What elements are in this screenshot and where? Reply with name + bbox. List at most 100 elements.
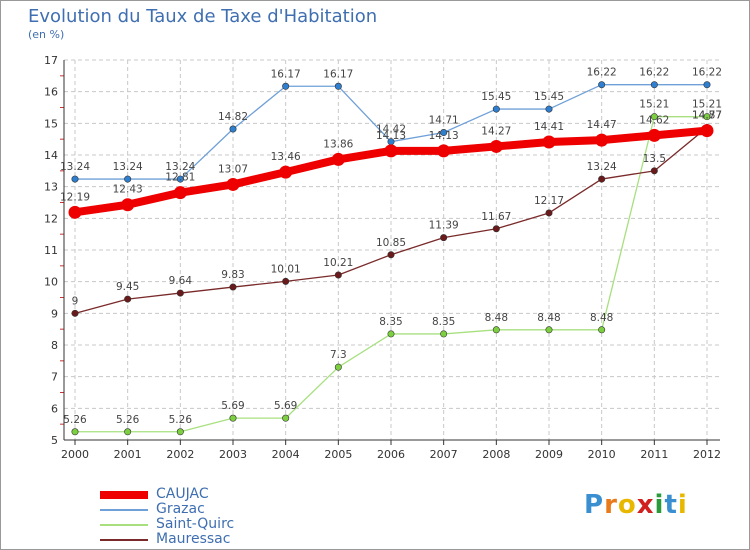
data-label: 9.64 (169, 275, 193, 287)
data-label: 13.86 (323, 138, 353, 150)
data-point (282, 414, 290, 422)
logo-letter: i (677, 490, 688, 520)
data-label: 14.13 (376, 130, 406, 142)
data-point (387, 330, 395, 338)
data-label: 16.22 (587, 67, 617, 79)
data-label: 12.17 (534, 195, 564, 207)
data-point (229, 283, 237, 291)
data-label: 15.21 (692, 99, 722, 111)
data-point (440, 234, 448, 242)
x-tick-label: 2000 (61, 448, 89, 461)
y-tick-label: 10 (44, 276, 58, 289)
data-label: 14.13 (429, 130, 459, 142)
data-label: 14.47 (587, 119, 617, 131)
legend-label: Saint-Quirc (156, 516, 235, 532)
data-point (492, 326, 500, 334)
data-point (173, 186, 187, 200)
logo-letter: t (664, 490, 678, 520)
data-point (700, 124, 714, 138)
logo-letter: x (636, 490, 655, 520)
y-tick-label: 5 (51, 434, 58, 447)
data-point (492, 105, 500, 113)
x-tick-label: 2004 (272, 448, 300, 461)
data-label: 15.21 (639, 99, 669, 111)
data-point (71, 175, 79, 183)
data-label: 5.69 (274, 400, 297, 412)
x-tick-label: 2008 (482, 448, 510, 461)
data-label: 14.41 (534, 121, 564, 133)
data-label: 9.83 (221, 269, 244, 281)
data-point (176, 289, 184, 297)
data-point (703, 81, 711, 89)
data-point (489, 139, 503, 153)
data-label: 5.26 (169, 414, 193, 426)
x-tick-label: 2001 (114, 448, 142, 461)
data-point (440, 129, 448, 137)
y-tick-label: 17 (44, 54, 58, 67)
data-label: 15.45 (481, 91, 511, 103)
legend-swatch (100, 524, 148, 526)
x-tick-label: 2012 (693, 448, 721, 461)
data-label: 11.67 (481, 211, 511, 223)
data-label: 5.26 (63, 414, 87, 426)
data-point (437, 144, 451, 158)
data-point (542, 135, 556, 149)
proxiti-logo: Proxiti (584, 490, 688, 520)
data-label: 14.87 (692, 109, 722, 121)
data-label: 11.39 (429, 220, 459, 232)
data-point (282, 277, 290, 285)
data-label: 16.22 (639, 67, 669, 79)
y-tick-label: 13 (44, 181, 58, 194)
data-point (226, 177, 240, 191)
data-label: 14.82 (218, 111, 248, 123)
data-label: 5.69 (221, 400, 244, 412)
x-tick-label: 2009 (535, 448, 563, 461)
data-label: 8.35 (432, 316, 455, 328)
data-label: 8.48 (537, 312, 560, 324)
data-label: 12.81 (165, 172, 195, 184)
data-point (598, 175, 606, 183)
chart-title: Evolution du Taux de Taxe d'Habitation (28, 6, 378, 27)
data-label: 14.42 (376, 124, 406, 136)
y-tick-label: 14 (44, 149, 58, 162)
data-point (545, 209, 553, 217)
data-point (545, 326, 553, 334)
data-point (647, 128, 661, 142)
data-label: 13.46 (271, 151, 301, 163)
legend-swatch (100, 509, 148, 511)
data-point (229, 125, 237, 133)
data-point (331, 152, 345, 166)
data-point (334, 271, 342, 279)
chart-subtitle: (en %) (28, 28, 65, 41)
data-label: 16.17 (271, 68, 301, 80)
x-tick-label: 2011 (640, 448, 668, 461)
data-label: 10.85 (376, 237, 406, 249)
data-label: 14.71 (429, 115, 459, 127)
data-label: 12.43 (113, 184, 143, 196)
data-point (492, 225, 500, 233)
data-point (68, 205, 82, 219)
data-label: 10.21 (323, 257, 353, 269)
y-tick-label: 7 (51, 371, 58, 384)
x-tick-label: 2010 (588, 448, 616, 461)
data-point (124, 428, 132, 436)
data-point (650, 113, 658, 121)
logo-letter: o (617, 490, 637, 520)
data-point (124, 295, 132, 303)
data-point (124, 175, 132, 183)
data-label: 16.22 (692, 67, 722, 79)
data-label: 8.48 (590, 312, 613, 324)
data-point (282, 82, 290, 90)
legend-swatch (100, 539, 148, 541)
logo-letter: i (654, 490, 665, 520)
data-point (440, 330, 448, 338)
y-tick-label: 9 (51, 307, 58, 320)
y-tick-label: 15 (44, 117, 58, 130)
data-point (176, 428, 184, 436)
data-point (650, 81, 658, 89)
data-label: 13.24 (113, 161, 143, 173)
y-tick-label: 16 (44, 86, 58, 99)
data-label: 8.48 (485, 312, 508, 324)
data-point (334, 82, 342, 90)
